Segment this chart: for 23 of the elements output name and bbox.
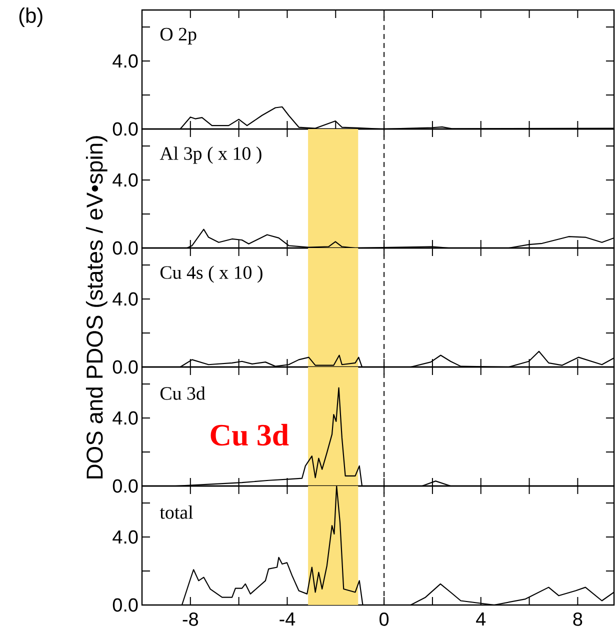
annotation: total (160, 506, 193, 519)
x-tick-label: 0 (380, 612, 389, 626)
x-tick-label: -8 (182, 612, 198, 626)
y-tick-label: 0.0 (112, 598, 138, 612)
y-tick-label: 4.0 (112, 54, 138, 68)
annotation: Cu 3d (160, 386, 206, 400)
annotation: Cu 4s ( x 10 ) (160, 266, 262, 283)
y-tick-label: 0.0 (112, 360, 138, 374)
y-axis-title: DOS and PDOS (states / eV•spin) (86, 136, 108, 478)
y-tick-label: 0.0 (112, 122, 138, 136)
y-tick-label: 0.0 (112, 241, 138, 255)
chart-title: (b) (19, 8, 42, 28)
x-tick-label: 8 (573, 612, 582, 626)
x-tick-label: 4 (476, 612, 486, 626)
y-tick-label: 4.0 (112, 530, 138, 544)
x-tick-label: -4 (280, 612, 296, 626)
annotation: Cu 3d (210, 424, 289, 446)
y-tick-label: 4.0 (112, 173, 138, 187)
annotation: O 2p (160, 28, 196, 44)
y-tick-label: 0.0 (112, 479, 138, 493)
annotation: Al 3p ( x 10 ) (160, 146, 262, 164)
y-tick-label: 4.0 (112, 411, 138, 425)
y-tick-label: 4.0 (112, 292, 138, 306)
